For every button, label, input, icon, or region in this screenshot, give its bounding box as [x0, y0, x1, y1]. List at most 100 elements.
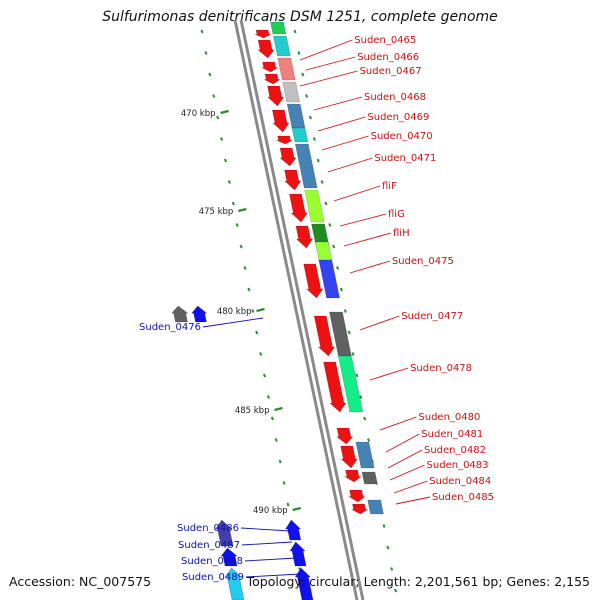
cog-block: [367, 499, 384, 515]
gene-label-forward: Suden_0477: [401, 311, 463, 322]
label-leader-line: [333, 185, 381, 202]
cog-track: [270, 21, 384, 515]
cog-block: [338, 355, 364, 413]
gene-track: [171, 29, 369, 600]
tick-dot: [200, 29, 204, 34]
forward-gene-arrow: [303, 263, 324, 299]
tick-dot: [227, 180, 231, 184]
tick-dot: [351, 352, 355, 356]
cog-block: [314, 241, 333, 261]
forward-gene-arrow: [347, 489, 366, 503]
tick-dot: [255, 330, 259, 335]
gene-label-forward: Suden_0485: [432, 492, 494, 503]
gene-label-forward: Suden_0482: [424, 445, 486, 456]
map-title: Sulfurimonas denitrificans DSM 1251, com…: [102, 9, 498, 25]
tick-dot: [274, 438, 278, 442]
label-leader-line: [327, 157, 373, 173]
cog-block: [355, 441, 375, 469]
tick-dot: [316, 158, 320, 163]
label-leader-line: [299, 39, 353, 61]
tick-dot: [332, 244, 336, 249]
tick-dot: [212, 94, 216, 98]
tick-dot-tracks: [200, 29, 398, 593]
reverse-gene-arrow: [171, 305, 189, 323]
gene-label-forward: Suden_0483: [427, 460, 489, 471]
tick-dot: [266, 395, 270, 399]
label-leader-line: [379, 416, 417, 431]
label-leaders: [202, 39, 431, 578]
backbone-line: [233, 19, 359, 600]
gene-label-forward: Suden_0470: [371, 131, 433, 142]
tick-dot: [251, 309, 255, 313]
kbp-tick-mark: [238, 207, 247, 213]
forward-gene-arrow: [257, 39, 275, 59]
forward-gene-arrow: [266, 85, 285, 107]
forward-gene-arrow: [284, 169, 302, 191]
gene-label-forward: fliG: [388, 209, 405, 220]
forward-gene-arrow: [264, 73, 282, 85]
tick-dot: [270, 416, 274, 421]
forward-gene-arrow: [276, 135, 293, 145]
cog-block: [318, 259, 340, 299]
label-leader-line: [321, 135, 369, 151]
cog-block: [282, 81, 301, 103]
tick-dot: [282, 481, 286, 485]
forward-gene-arrow: [351, 503, 369, 515]
kbp-tick-label: 470 kbp: [181, 109, 216, 119]
gene-label-forward: Suden_0468: [364, 92, 426, 103]
tick-dot: [278, 459, 282, 464]
reverse-gene-arrow: [224, 567, 245, 600]
tick-dot: [208, 72, 212, 77]
forward-gene-arrow: [323, 361, 347, 413]
gene-label-reverse: Suden_0488: [181, 556, 243, 567]
gene-label-forward: Suden_0469: [367, 112, 429, 123]
label-leader-line: [393, 480, 428, 494]
tick-dot: [390, 567, 394, 571]
label-leader-line: [317, 116, 366, 132]
forward-gene-arrow: [279, 147, 297, 167]
reverse-gene-arrow: [289, 541, 307, 567]
genome-backbone: [233, 19, 365, 600]
gene-label-reverse: Suden_0487: [178, 540, 240, 551]
reverse-gene-arrow: [220, 547, 238, 567]
tick-dot: [231, 201, 235, 206]
label-leader-line: [241, 541, 293, 546]
gene-label-forward: Suden_0480: [418, 412, 480, 423]
kbp-tick-label: 475 kbp: [199, 207, 234, 217]
backbone-line: [239, 19, 365, 600]
tick-dot: [343, 309, 347, 313]
tick-dot: [220, 137, 224, 141]
label-leader-line: [313, 96, 363, 111]
gene-label-reverse: Suden_0489: [182, 572, 244, 583]
tick-dot: [324, 201, 328, 206]
kbp-tick-label: 480 kbp: [217, 307, 252, 317]
tick-dot: [347, 330, 351, 335]
tick-dot: [355, 373, 359, 378]
forward-gene-arrow: [271, 109, 290, 133]
gene-label-forward: Suden_0475: [392, 256, 454, 267]
tick-dot: [263, 373, 267, 378]
cog-block: [277, 57, 296, 81]
gene-labels: Suden_0465 Suden_0466 Suden_0467 Suden_0468…: [139, 35, 494, 583]
gene-label-forward: Suden_0467: [360, 66, 422, 77]
topology-summary: Topology: circular; Length: 2,201,561 bp…: [246, 574, 590, 589]
label-leader-line: [339, 213, 387, 227]
tick-dot: [363, 416, 367, 421]
forward-gene-arrow: [340, 445, 358, 469]
reverse-gene-arrow: [294, 567, 314, 600]
cog-block: [294, 143, 318, 189]
label-leader-line: [369, 367, 409, 381]
cog-block: [361, 471, 378, 485]
tick-dot: [259, 352, 263, 356]
forward-gene-arrow: [289, 193, 308, 223]
reverse-gene-arrow: [285, 519, 302, 541]
tick-dot: [367, 438, 371, 442]
tick-dot: [301, 72, 305, 77]
gene-label-forward: Suden_0481: [421, 429, 483, 440]
label-leader-line: [299, 70, 358, 87]
tick-dot: [293, 29, 297, 34]
cog-block: [291, 127, 309, 143]
reverse-gene-arrow: [191, 305, 208, 323]
label-leader-line: [343, 232, 392, 247]
tick-dot: [243, 266, 247, 270]
